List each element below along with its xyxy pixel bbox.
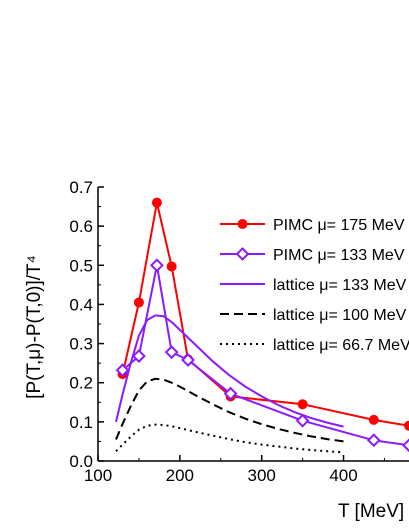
series-1-point bbox=[150, 258, 164, 273]
legend-marker-0 bbox=[237, 219, 248, 229]
x-tick-label: 400 bbox=[329, 466, 357, 485]
legend-label-2: lattice μ= 133 MeV bbox=[273, 277, 407, 294]
y-tick-label: 0.6 bbox=[69, 217, 93, 236]
series-1-point bbox=[115, 363, 130, 378]
series-1-point bbox=[181, 353, 195, 367]
series-line-4 bbox=[115, 423, 344, 454]
series-1-point bbox=[295, 413, 310, 428]
x-axis-label: T [MeV] bbox=[338, 501, 404, 522]
y-tick-label: 0.7 bbox=[69, 178, 93, 197]
y-tick-label: 0.2 bbox=[69, 374, 93, 393]
x-tick-label: 100 bbox=[84, 466, 112, 485]
series-0-point bbox=[297, 399, 308, 410]
y-tick-label: 0.4 bbox=[69, 295, 93, 314]
x-tick-label: 300 bbox=[247, 466, 275, 485]
series-0-point bbox=[133, 297, 144, 308]
series-1-point bbox=[223, 386, 238, 401]
legend-marker-1 bbox=[235, 247, 250, 261]
series-0-point bbox=[151, 197, 162, 208]
series-1-point bbox=[366, 433, 381, 448]
series-1-point bbox=[132, 349, 146, 364]
x-tick-label: 200 bbox=[166, 466, 194, 485]
series-1-point bbox=[402, 438, 409, 453]
series-0-point bbox=[166, 261, 177, 272]
legend-label-0: PIMC μ= 175 MeV bbox=[273, 217, 405, 234]
series-1-point bbox=[164, 345, 179, 360]
legend-label-1: PIMC μ= 133 MeV bbox=[273, 247, 405, 264]
y-tick-label: 0.1 bbox=[69, 413, 93, 432]
plot-marks bbox=[115, 197, 409, 454]
plot-area bbox=[115, 197, 409, 454]
y-tick-label: 0.3 bbox=[69, 335, 93, 354]
y-axis-label: [P(T,μ)-P(T,0)]/T⁴ bbox=[24, 255, 45, 399]
series-0-point bbox=[404, 420, 409, 431]
series-0-point bbox=[368, 414, 379, 425]
y-tick-label: 0.0 bbox=[69, 452, 93, 471]
series-line-3 bbox=[115, 377, 344, 443]
legend: PIMC μ= 175 MeV PIMC μ= 133 MeV lattice μ=… bbox=[220, 217, 409, 354]
y-tick-label: 0.5 bbox=[69, 256, 93, 275]
legend-label-3: lattice μ= 100 MeV bbox=[273, 307, 407, 324]
series-line-2 bbox=[115, 314, 344, 428]
legend-label-4: lattice μ= 66.7 MeV bbox=[273, 337, 409, 354]
axes: 0.0 0.1 0.2 0.3 0.4 0.5 0.6 0.7 100 200 300 400 bbox=[69, 178, 409, 485]
